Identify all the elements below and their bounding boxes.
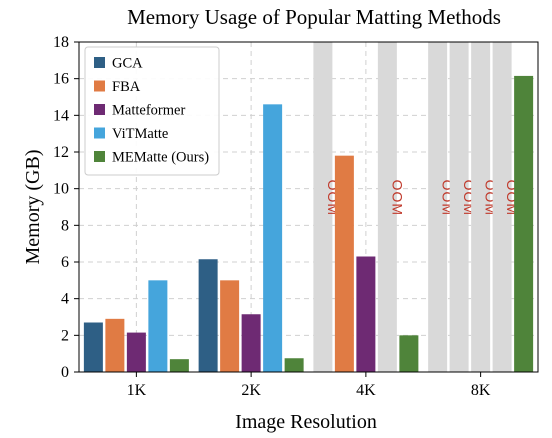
bar — [169, 359, 189, 372]
oom-bar — [428, 42, 448, 372]
bar — [514, 75, 534, 373]
legend-entry: ViTMatte — [112, 126, 168, 142]
y-tick-label: 8 — [61, 217, 69, 234]
x-ticks: 1K 2K 4K 8K — [127, 372, 491, 399]
x-tick-label: 2K — [241, 382, 261, 399]
oom-bar — [449, 42, 469, 372]
y-tick-label: 14 — [53, 107, 69, 124]
plot-frame — [78, 41, 539, 373]
bar — [399, 335, 419, 372]
y-tick-label: 2 — [61, 327, 69, 344]
legend-entry: GCA — [112, 56, 143, 72]
bar — [198, 259, 218, 372]
y-axis-label: Memory (GB) — [22, 150, 44, 265]
bar — [263, 104, 283, 372]
y-tick-label: 16 — [53, 71, 69, 88]
legend-swatch — [94, 151, 105, 162]
y-tick-label: 10 — [53, 181, 69, 198]
legend-entry: MEMatte (Ours) — [112, 150, 209, 166]
chart-title: Memory Usage of Popular Matting Methods — [127, 5, 501, 29]
oom-bar — [471, 42, 491, 372]
bar — [356, 256, 376, 372]
x-axis-label: Image Resolution — [235, 411, 377, 433]
oom-label: OOM — [389, 180, 405, 216]
y-tick-label: 4 — [61, 291, 69, 308]
oom-bars: OOM OOM OOM OOM OOM OOM — [313, 42, 520, 372]
legend-swatch — [94, 57, 105, 68]
bar — [148, 280, 168, 372]
x-tick-label: 4K — [356, 382, 376, 399]
bars — [83, 75, 534, 373]
bar — [220, 280, 240, 372]
legend-entry: Matteformer — [112, 103, 185, 119]
oom-bar — [377, 42, 397, 372]
x-tick-label: 8K — [471, 382, 491, 399]
y-ticks: 0 2 4 6 8 10 12 14 16 18 — [53, 34, 79, 381]
legend-entry: FBA — [112, 79, 141, 95]
y-tick-label: 12 — [53, 144, 69, 161]
y-tick-label: 6 — [61, 254, 69, 271]
x-tick-label: 1K — [127, 382, 147, 399]
y-tick-label: 18 — [53, 34, 69, 51]
bar — [241, 314, 261, 372]
oom-bar — [313, 42, 333, 372]
legend: GCA FBA Matteformer ViTMatte MEMatte (Ours) — [84, 46, 220, 176]
legend-box — [84, 46, 220, 176]
bar — [105, 318, 125, 372]
legend-swatch — [94, 80, 105, 92]
bar — [284, 358, 304, 372]
oom-bar — [492, 42, 512, 372]
bar — [334, 155, 354, 372]
y-tick-label: 0 — [61, 364, 69, 381]
legend-swatch — [94, 104, 105, 115]
bar — [126, 332, 146, 372]
legend-swatch — [94, 127, 105, 139]
bar — [83, 322, 103, 372]
